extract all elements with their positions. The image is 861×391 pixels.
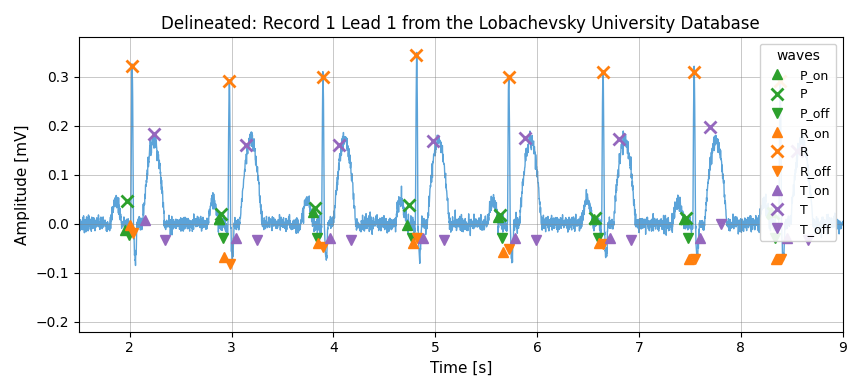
R_on (771, 257, 781, 262)
T_on (509, 236, 519, 241)
P (767, 211, 777, 215)
R_off (598, 242, 608, 247)
T (334, 143, 344, 148)
R_on (593, 241, 604, 246)
Title: Delineated: Record 1 Lead 1 from the Lobachevsky University Database: Delineated: Record 1 Lead 1 from the Lob… (161, 15, 759, 33)
R_on (219, 255, 229, 260)
T (519, 136, 530, 140)
P (215, 212, 226, 216)
R (774, 79, 784, 84)
R (127, 63, 137, 68)
P_on (214, 217, 224, 221)
R_off (318, 245, 328, 250)
R_off (412, 235, 422, 240)
Line: T_on: T_on (139, 215, 790, 243)
P_off (406, 235, 417, 240)
R_on (125, 222, 135, 227)
R (503, 74, 513, 79)
X-axis label: Time [s]: Time [s] (429, 361, 492, 376)
P_on (678, 217, 689, 221)
T (240, 143, 251, 148)
R (411, 52, 421, 57)
P_off (312, 235, 322, 240)
T_off (715, 221, 726, 226)
T_on (231, 236, 241, 241)
Legend: P_on, P, P_off, R_on, R, R_off, T_on, T, T_off: P_on, P, P_off, R_on, R, R_off, T_on, T,… (759, 43, 835, 241)
P_on (214, 217, 224, 221)
R_off (127, 230, 138, 235)
T_on (781, 236, 791, 241)
T_on (418, 236, 428, 241)
R (224, 79, 234, 84)
P (404, 203, 414, 208)
Line: R_on: R_on (125, 220, 780, 264)
T_on (694, 236, 704, 241)
R_off (689, 257, 699, 262)
R_off (775, 257, 785, 262)
T (614, 136, 624, 141)
P_on (492, 215, 503, 220)
R_on (313, 241, 323, 246)
R_off (504, 247, 514, 252)
T (704, 124, 715, 129)
R (688, 69, 698, 74)
P_off (124, 232, 134, 237)
T_off (625, 238, 635, 242)
T (427, 139, 437, 144)
P (309, 206, 319, 210)
T (790, 149, 801, 154)
T (149, 132, 159, 136)
T_off (802, 238, 812, 242)
P_on (588, 217, 598, 221)
Line: T_off: T_off (160, 219, 812, 245)
Line: T: T (147, 120, 802, 158)
T_off (345, 238, 356, 242)
T_off (530, 238, 541, 242)
P_off (769, 235, 779, 240)
T_off (439, 238, 449, 242)
Y-axis label: Amplitude [mV]: Amplitude [mV] (15, 124, 30, 245)
Line: R_off: R_off (127, 228, 784, 269)
P (494, 213, 505, 217)
T_off (160, 238, 170, 242)
P (680, 215, 691, 220)
R_on (498, 250, 508, 255)
P_off (218, 235, 228, 240)
Line: P: P (121, 194, 778, 224)
P_on (402, 223, 412, 228)
P_off (497, 235, 507, 240)
T_off (251, 238, 262, 242)
T_on (139, 217, 150, 222)
R (597, 69, 607, 74)
P (590, 215, 600, 220)
P_off (682, 235, 692, 240)
P_off (592, 235, 602, 240)
R_on (684, 257, 694, 262)
T_on (324, 236, 334, 241)
R (317, 74, 327, 79)
P_on (307, 209, 318, 214)
Line: P_on: P_on (121, 207, 775, 235)
T_on (604, 236, 614, 241)
R_off (225, 262, 235, 266)
Line: R: R (126, 48, 785, 88)
P_on (120, 227, 130, 232)
P_on (765, 210, 776, 215)
P (121, 198, 132, 203)
Line: P_off: P_off (124, 230, 779, 242)
R_on (407, 241, 418, 246)
